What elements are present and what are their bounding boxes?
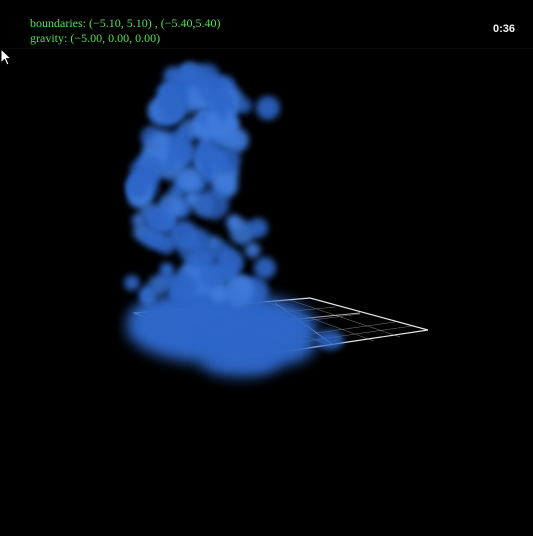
- fluid-canvas[interactable]: [0, 48, 533, 536]
- info-header: boundaries: (−5.10, 5.10) , (−5.40,5.40)…: [0, 0, 533, 49]
- fluid-particles: [124, 62, 344, 377]
- gravity-readout: gravity: (−5.00, 0.00, 0.00): [30, 31, 161, 45]
- boundaries-readout: boundaries: (−5.10, 5.10) , (−5.40,5.40): [30, 16, 221, 30]
- elapsed-timer: 0:36: [492, 23, 515, 35]
- arrow-cursor-icon: [0, 48, 13, 66]
- simulation-viewport[interactable]: [0, 48, 533, 536]
